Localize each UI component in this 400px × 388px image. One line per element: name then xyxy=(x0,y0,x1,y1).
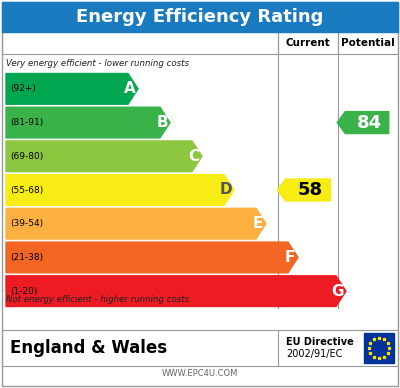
Text: 2002/91/EC: 2002/91/EC xyxy=(286,349,342,359)
Bar xyxy=(2,32,278,54)
Text: Energy Efficiency Rating: Energy Efficiency Rating xyxy=(76,8,324,26)
Polygon shape xyxy=(6,242,298,273)
Text: C: C xyxy=(188,149,200,164)
Bar xyxy=(364,333,394,363)
Polygon shape xyxy=(6,208,266,239)
Bar xyxy=(278,32,338,54)
Polygon shape xyxy=(337,112,389,133)
Text: (81-91): (81-91) xyxy=(10,118,43,127)
Text: (92+): (92+) xyxy=(10,84,36,94)
Text: EU Directive: EU Directive xyxy=(286,337,354,347)
Polygon shape xyxy=(6,141,202,171)
Text: G: G xyxy=(332,284,344,299)
Polygon shape xyxy=(6,107,170,138)
Text: (55-68): (55-68) xyxy=(10,185,43,194)
Text: Potential: Potential xyxy=(341,38,395,48)
Text: (1-20): (1-20) xyxy=(10,287,37,296)
Text: 84: 84 xyxy=(356,114,382,132)
Text: (39-54): (39-54) xyxy=(10,219,43,228)
Text: Very energy efficient - lower running costs: Very energy efficient - lower running co… xyxy=(6,59,189,68)
Bar xyxy=(338,32,398,54)
Text: England & Wales: England & Wales xyxy=(10,339,167,357)
Text: 58: 58 xyxy=(298,181,322,199)
Polygon shape xyxy=(6,175,234,205)
Text: (69-80): (69-80) xyxy=(10,152,43,161)
Text: D: D xyxy=(220,182,232,197)
Text: A: A xyxy=(124,81,136,96)
Text: E: E xyxy=(253,216,263,231)
Text: F: F xyxy=(285,250,295,265)
Text: (21-38): (21-38) xyxy=(10,253,43,262)
Bar xyxy=(2,2,398,32)
Polygon shape xyxy=(278,179,330,201)
Polygon shape xyxy=(6,276,346,307)
Text: B: B xyxy=(156,115,168,130)
Text: Not energy efficient - higher running costs: Not energy efficient - higher running co… xyxy=(6,296,189,305)
Text: Current: Current xyxy=(286,38,330,48)
Text: WWW.EPC4U.COM: WWW.EPC4U.COM xyxy=(162,369,238,379)
Polygon shape xyxy=(6,73,138,104)
Bar xyxy=(2,330,398,366)
